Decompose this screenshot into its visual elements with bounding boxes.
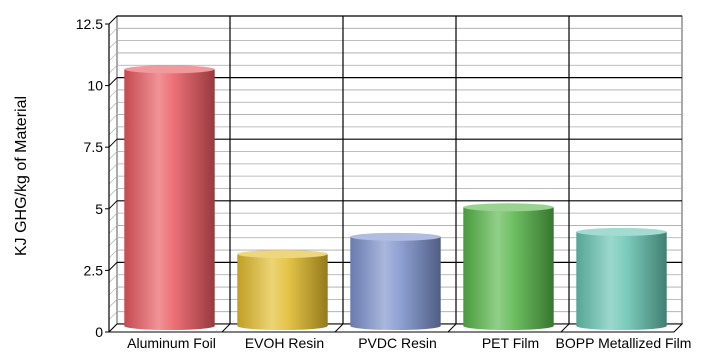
grid-side-connector (109, 16, 117, 24)
grid-side-connector (109, 90, 117, 98)
x-tick-label: BOPP Metallized Film (556, 335, 692, 351)
y-tick-label: 5 (95, 201, 103, 217)
bar (237, 250, 327, 330)
bar-body (576, 232, 666, 330)
bar-body (237, 254, 327, 330)
bar-body (463, 207, 553, 330)
grid-side-connector (109, 213, 117, 221)
grid-side-connector (109, 250, 117, 258)
grid-side-connector (109, 238, 117, 246)
bar (350, 233, 440, 330)
bar-top-cap (124, 65, 214, 73)
grid-side-connector (109, 78, 117, 86)
grid-side-connector (109, 115, 117, 123)
bar (576, 228, 666, 330)
grid-side-connector (109, 176, 117, 184)
grid-side-connector (109, 127, 117, 135)
x-tick-label: Aluminum Foil (127, 335, 216, 351)
grid-side-connector (109, 225, 117, 233)
y-tick-label: 2.5 (84, 262, 104, 278)
grid-side-connector (109, 201, 117, 209)
x-tick-label: PVDC Resin (358, 335, 437, 351)
y-axis-title: KJ GHG/kg of Material (13, 96, 30, 256)
bar-top-cap (463, 203, 553, 211)
grid-side-connector (109, 188, 117, 196)
y-tick-label: 12.5 (76, 16, 103, 32)
y-tick-label: 7.5 (84, 139, 104, 155)
grid-side-connector (109, 299, 117, 307)
bar-top-cap (576, 228, 666, 236)
grid-side-connector (109, 312, 117, 320)
bar-body (124, 69, 214, 330)
grid-side-connector (109, 262, 117, 270)
grid-side-connector (109, 152, 117, 160)
grid-side-connector (109, 164, 117, 172)
grid-side-connector (109, 102, 117, 110)
bar (463, 203, 553, 330)
grid-side-connector (109, 139, 117, 147)
bar (124, 65, 214, 330)
y-tick-label: 10 (87, 78, 103, 94)
y-tick-label: 0 (95, 324, 103, 340)
grid-side-connector (109, 41, 117, 49)
bar-body (350, 237, 440, 330)
x-tick-label: PET Film (482, 335, 539, 351)
grid-side-connector (109, 28, 117, 36)
grid-side-connector (109, 65, 117, 73)
bar-top-cap (350, 233, 440, 241)
grid-side-connector (109, 275, 117, 283)
grid-side-connector (109, 53, 117, 61)
grid-side-connector (109, 287, 117, 295)
bar-top-cap (237, 250, 327, 258)
x-tick-label: EVOH Resin (245, 335, 324, 351)
